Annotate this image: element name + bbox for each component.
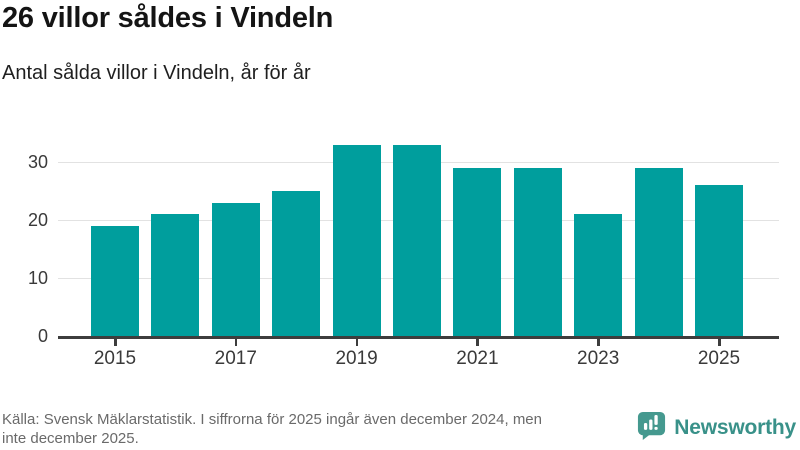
x-axis-tick-label: 2015: [93, 348, 137, 369]
newsworthy-logo-icon: [636, 410, 667, 446]
chart-title: 26 villor såldes i Vindeln: [2, 2, 334, 34]
x-axis-tick: [476, 339, 479, 346]
x-axis-tick-label: 2025: [697, 348, 741, 369]
chart-subtitle: Antal sålda villor i Vindeln, år för år: [2, 62, 311, 84]
bar-2023: [574, 214, 623, 336]
y-axis-tick-label: 10: [27, 268, 48, 288]
bar-2025: [695, 185, 743, 336]
bar-2016: [151, 214, 200, 336]
bar-2022: [513, 167, 562, 336]
bar-2017: [211, 202, 260, 336]
plot-area: [58, 133, 779, 339]
newsworthy-logo: Newsworthy: [636, 410, 796, 446]
newsworthy-wordmark: Newsworthy: [674, 416, 796, 439]
x-axis-tick: [355, 339, 359, 346]
bar-2018: [272, 191, 321, 336]
bar-chart: 0 10 20 30 2015 2017 2019 2021 2023 2025: [0, 133, 800, 369]
x-axis-tick: [114, 339, 117, 346]
x-axis-tick: [597, 339, 600, 346]
source-note: Källa: Svensk Mäklarstatistik. I siffror…: [2, 410, 647, 448]
x-axis-tick: [234, 339, 238, 346]
x-axis-tick: [718, 339, 721, 346]
x-axis-tick-label: 2017: [214, 348, 257, 369]
x-axis-tick-label: 2019: [335, 348, 378, 369]
y-axis-tick-label: 20: [27, 210, 48, 230]
source-note-line2: inte december 2025.: [2, 430, 139, 447]
bar-2020: [393, 144, 441, 336]
bar-2019: [332, 144, 381, 336]
source-note-line1: Källa: Svensk Mäklarstatistik. I siffror…: [2, 411, 542, 428]
bar-2024: [634, 167, 683, 336]
bar-2021: [453, 167, 502, 336]
x-axis-tick-label: 2021: [456, 348, 499, 369]
y-axis-tick-label: 30: [27, 152, 48, 172]
bar-2015: [91, 225, 139, 336]
x-axis-tick-label: 2023: [577, 348, 620, 369]
y-axis-tick-label: 0: [37, 326, 48, 346]
